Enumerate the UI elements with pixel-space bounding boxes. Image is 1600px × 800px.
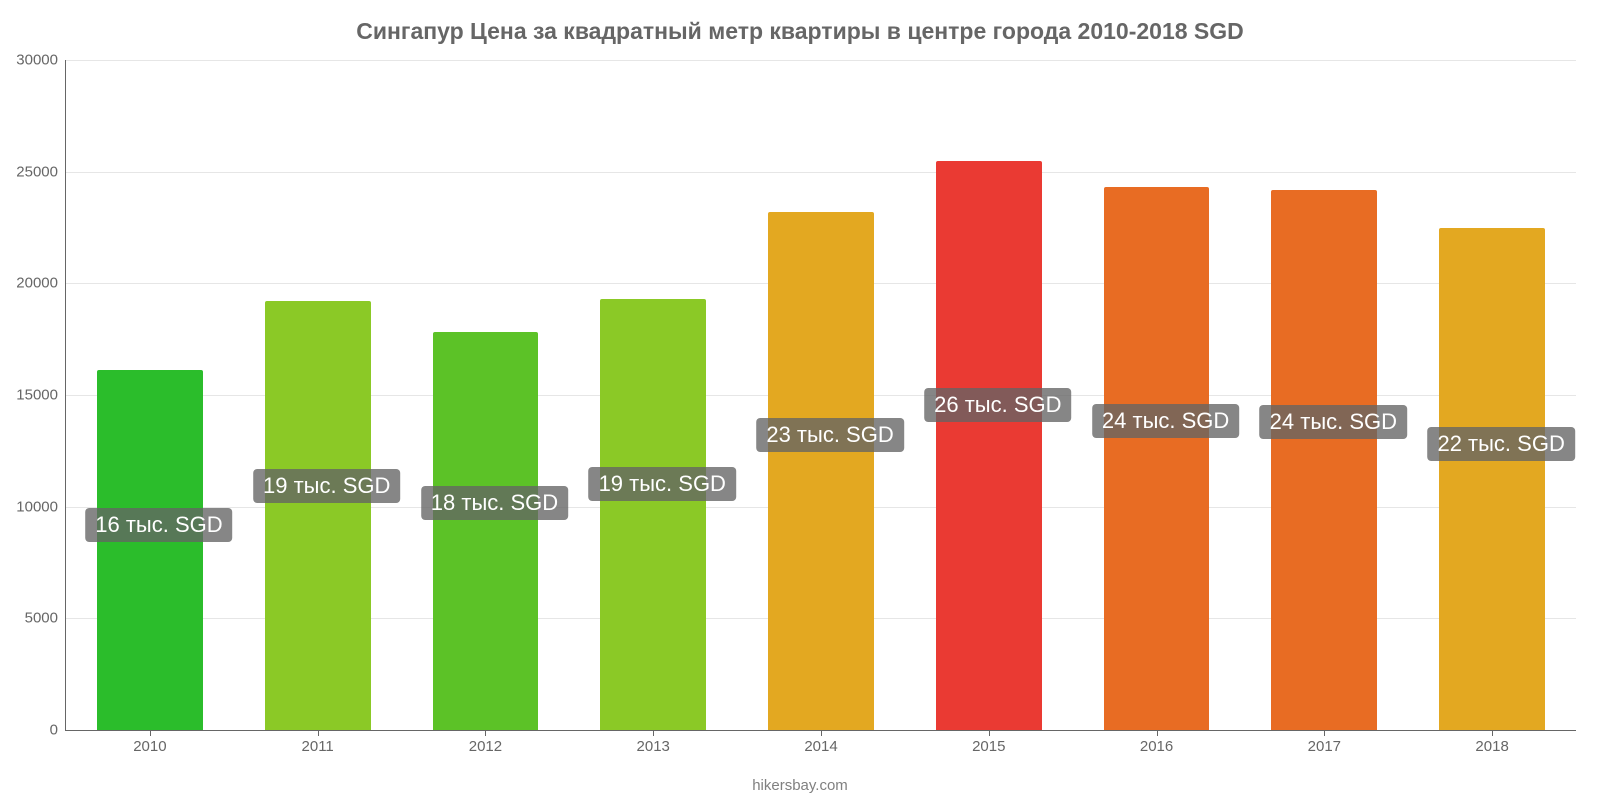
- x-tick-label: 2013: [637, 730, 670, 755]
- x-tick-label: 2014: [804, 730, 837, 755]
- bar: [600, 299, 706, 730]
- y-tick-label: 30000: [16, 52, 66, 69]
- x-tick-label: 2015: [972, 730, 1005, 755]
- y-tick-label: 5000: [25, 610, 66, 627]
- x-tick-label: 2010: [133, 730, 166, 755]
- y-tick-label: 15000: [16, 387, 66, 404]
- x-tick-label: 2017: [1308, 730, 1341, 755]
- y-tick-label: 25000: [16, 163, 66, 180]
- x-tick-label: 2012: [469, 730, 502, 755]
- data-label: 16 тыс. SGD: [85, 508, 232, 542]
- data-label: 24 тыс. SGD: [1260, 405, 1407, 439]
- data-label: 19 тыс. SGD: [253, 469, 400, 503]
- gridline: [66, 172, 1576, 173]
- x-tick-label: 2018: [1475, 730, 1508, 755]
- gridline: [66, 60, 1576, 61]
- y-tick-label: 20000: [16, 275, 66, 292]
- chart-container: Сингапур Цена за квадратный метр квартир…: [0, 0, 1600, 800]
- bar: [1271, 190, 1377, 730]
- chart-title: Сингапур Цена за квадратный метр квартир…: [0, 18, 1600, 45]
- data-label: 24 тыс. SGD: [1092, 404, 1239, 438]
- plot-area: 050001000015000200002500030000201016 тыс…: [65, 60, 1576, 731]
- attribution: hikersbay.com: [0, 777, 1600, 794]
- y-tick-label: 10000: [16, 498, 66, 515]
- bar: [433, 332, 539, 730]
- bar: [936, 161, 1042, 731]
- bar: [97, 370, 203, 730]
- x-tick-label: 2011: [302, 730, 334, 755]
- bar: [265, 301, 371, 730]
- data-label: 19 тыс. SGD: [589, 467, 736, 501]
- data-label: 23 тыс. SGD: [756, 418, 903, 452]
- bar: [768, 212, 874, 730]
- data-label: 22 тыс. SGD: [1427, 427, 1574, 461]
- bar: [1104, 187, 1210, 730]
- data-label: 26 тыс. SGD: [924, 388, 1071, 422]
- x-tick-label: 2016: [1140, 730, 1173, 755]
- data-label: 18 тыс. SGD: [421, 486, 568, 520]
- bar: [1439, 228, 1545, 731]
- y-tick-label: 0: [50, 722, 66, 739]
